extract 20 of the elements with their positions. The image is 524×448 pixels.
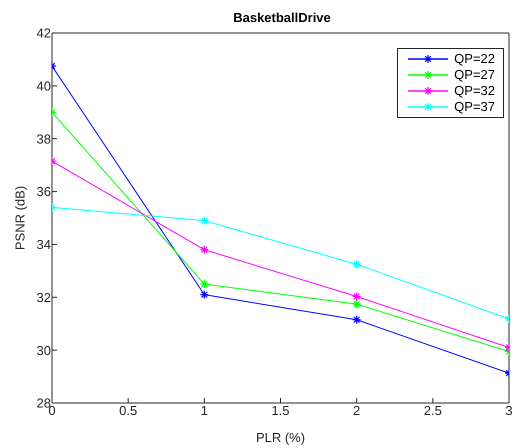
y-tick-label: 38: [36, 131, 51, 146]
x-tick-label: 0.5: [119, 403, 138, 418]
x-tick-label: 1: [200, 403, 208, 418]
y-axis-title: PSNR (dB): [12, 186, 28, 250]
chart-title: BasketballDrive: [232, 10, 332, 25]
legend-label: QP=37: [454, 99, 495, 115]
y-tick-label: 42: [36, 26, 51, 41]
legend-label: QP=27: [454, 67, 495, 83]
x-tick-label: 1.5: [271, 403, 290, 418]
y-tick-label: 36: [36, 184, 51, 200]
x-tick-label: 3: [505, 403, 513, 418]
y-tick-label: 34: [36, 237, 51, 252]
legend-label: QP=22: [454, 51, 495, 67]
y-tick-label: 30: [36, 342, 51, 358]
x-axis-title: PLR (%): [256, 430, 306, 445]
y-tick-label: 40: [36, 78, 51, 94]
x-tick-label: 2.5: [424, 403, 442, 418]
legend-label: QP=32: [454, 83, 495, 99]
x-tick-label: 2: [353, 403, 360, 418]
y-tick-label: 32: [36, 290, 51, 305]
